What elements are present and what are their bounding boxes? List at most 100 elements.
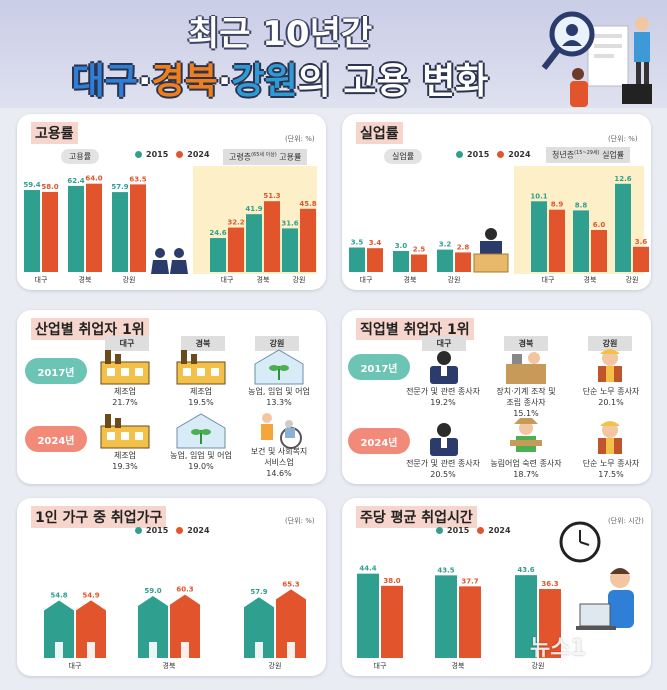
category-label-1: 경북 — [452, 661, 465, 670]
category-label-1: 경북 — [163, 661, 176, 670]
value-label-2015-5: 12.6 — [614, 175, 631, 183]
single-household-card: 1인 가구 중 취업가구 (단위: %) 2015 2024 54.8 54.9 대구… — [17, 498, 326, 676]
value-label-2015-1: 59.0 — [144, 587, 161, 595]
value-label-2015-1: 3.0 — [395, 242, 408, 250]
legend: 2015 2024 — [456, 150, 531, 159]
value-label-2024-2: 2.8 — [457, 243, 470, 251]
value-label-2015-2: 3.2 — [439, 241, 452, 249]
value-label-2015-0: 59.4 — [23, 181, 40, 189]
region-gyeongbuk: 경북 — [181, 336, 225, 351]
value-label-2024-0: 3.4 — [369, 239, 382, 247]
single-title: 1인 가구 중 취업가구 — [31, 506, 167, 528]
bar-2015-0 — [24, 190, 40, 272]
bar-2024-5 — [300, 208, 316, 272]
value-label-2015-5: 31.6 — [281, 219, 298, 227]
value-label-2015-2: 43.6 — [517, 566, 534, 574]
bar-2015-0 — [357, 573, 379, 658]
legend-2024: 2024 — [488, 526, 511, 535]
category-label-4: 경북 — [584, 275, 597, 284]
year-2017-badge: 2017년 — [25, 358, 87, 384]
industry-icons — [100, 349, 304, 449]
bar-2024-4 — [264, 201, 280, 272]
value-label-2024-1: 37.7 — [461, 577, 478, 585]
legend-2015: 2015 — [146, 526, 169, 535]
title-sep-1: · — [137, 61, 152, 102]
house-door-2015-0 — [55, 642, 63, 658]
legend-2015: 2015 — [146, 150, 169, 159]
value-label-2015-1: 43.5 — [437, 566, 454, 574]
house-door-2024-1 — [181, 642, 189, 658]
region-gangwon: 강원 — [588, 336, 632, 351]
year-2024-badge: 2024년 — [25, 426, 87, 452]
value-label-2024-4: 51.3 — [263, 192, 280, 200]
clock-icon — [559, 521, 601, 563]
value-label-2024-3: 8.9 — [551, 201, 564, 209]
title-region-gyeongbuk: 경북 — [151, 61, 218, 102]
pill-elderly-rate: 고령층(65세 이상) 고용률 — [223, 149, 308, 165]
occupation-2017-daegu: 전문가 및 관련 종사자 19.2% — [406, 387, 480, 407]
house-door-2015-1 — [149, 642, 157, 658]
job-seeker-icon — [473, 228, 509, 273]
occupation-2024-gyeongbuk: 농림어업 숙련 종사자 18.7% — [490, 459, 562, 479]
unit-label: (단위: %) — [608, 135, 638, 143]
legend-2024: 2024 — [508, 150, 531, 159]
category-label-3: 대구 — [542, 276, 555, 284]
bar-2015-4 — [573, 210, 589, 272]
bar-2024-1 — [411, 254, 427, 272]
occupation-2024-daegu: 전문가 및 관련 종사자 20.5% — [406, 459, 480, 479]
bar-2024-2 — [276, 589, 306, 658]
value-label-2024-0: 54.9 — [82, 591, 99, 599]
bar-2015-2 — [437, 249, 453, 272]
house-door-2024-0 — [87, 642, 95, 658]
page-title-line1: 최근 10년간 — [187, 14, 373, 54]
caregiver-icon — [261, 413, 302, 449]
bar-2015-1 — [138, 596, 168, 658]
value-label-2015-3: 10.1 — [530, 192, 547, 200]
factory-icon — [176, 350, 226, 385]
legend-2024: 2024 — [187, 526, 210, 535]
bar-2015-5 — [615, 183, 631, 272]
bar-2024-1 — [459, 586, 481, 658]
weekly-hours-chart: 44.4 38.0 대구 43.5 37.7 경북 43.6 36.3 강원 — [357, 565, 561, 670]
value-label-2024-5: 45.8 — [299, 200, 316, 208]
bar-2015-2 — [112, 192, 128, 272]
legend: 2015 2024 — [135, 150, 210, 159]
hours-title: 주당 평균 취업시간 — [356, 506, 477, 528]
category-label-0: 대구 — [35, 276, 48, 284]
region-daegu: 대구 — [422, 336, 466, 351]
pill-youth-rate: 청년층(15~29세) 실업률 — [546, 147, 631, 163]
category-label-0: 대구 — [360, 276, 373, 284]
value-label-2015-4: 41.9 — [245, 205, 262, 213]
title-tail: 의 고용 변화 — [297, 61, 489, 102]
industry-2017-gyeongbuk: 제조업 19.5% — [188, 387, 214, 407]
employment-title: 고용률 — [31, 122, 78, 144]
value-label-2015-1: 62.4 — [67, 177, 84, 185]
bar-2024-5 — [633, 246, 649, 272]
bar-2024-0 — [367, 248, 383, 272]
value-label-2024-2: 65.3 — [282, 580, 299, 588]
bar-2024-1 — [86, 183, 102, 272]
employment-rate-card: 고용률 (단위: %) 고용률 2015 2024 고령층(65세 이상) 고용률… — [17, 114, 326, 290]
legend: 2015 2024 — [135, 526, 210, 535]
factory-icon — [100, 350, 150, 385]
category-label-1: 경북 — [404, 275, 417, 284]
laborer-icon — [598, 349, 622, 382]
bar-2024-1 — [170, 594, 200, 658]
industry-2017-gangwon: 농업, 임업 및 어업 13.3% — [248, 387, 310, 407]
title-region-daegu: 대구 — [71, 61, 138, 102]
value-label-2024-0: 38.0 — [383, 577, 400, 585]
house-door-2024-2 — [287, 642, 295, 658]
weekly-hours-card: 주당 평균 취업시간 (단위: 시간) 2015 2024 44.4 38.0 대구 4… — [342, 498, 651, 676]
category-label-3: 대구 — [221, 276, 234, 284]
bar-2015-3 — [210, 238, 226, 272]
bar-2015-0 — [44, 600, 74, 658]
category-label-1: 경북 — [79, 275, 92, 284]
greenhouse-icon — [176, 413, 226, 449]
category-label-2: 강원 — [532, 661, 545, 670]
bar-2015-1 — [435, 575, 457, 658]
bar-2015-2 — [244, 597, 274, 658]
house-door-2015-2 — [255, 642, 263, 658]
category-label-0: 대구 — [69, 662, 82, 670]
industry-2024-gyeongbuk: 농업, 임업 및 어업 19.0% — [170, 451, 232, 471]
bar-2015-1 — [393, 251, 409, 272]
